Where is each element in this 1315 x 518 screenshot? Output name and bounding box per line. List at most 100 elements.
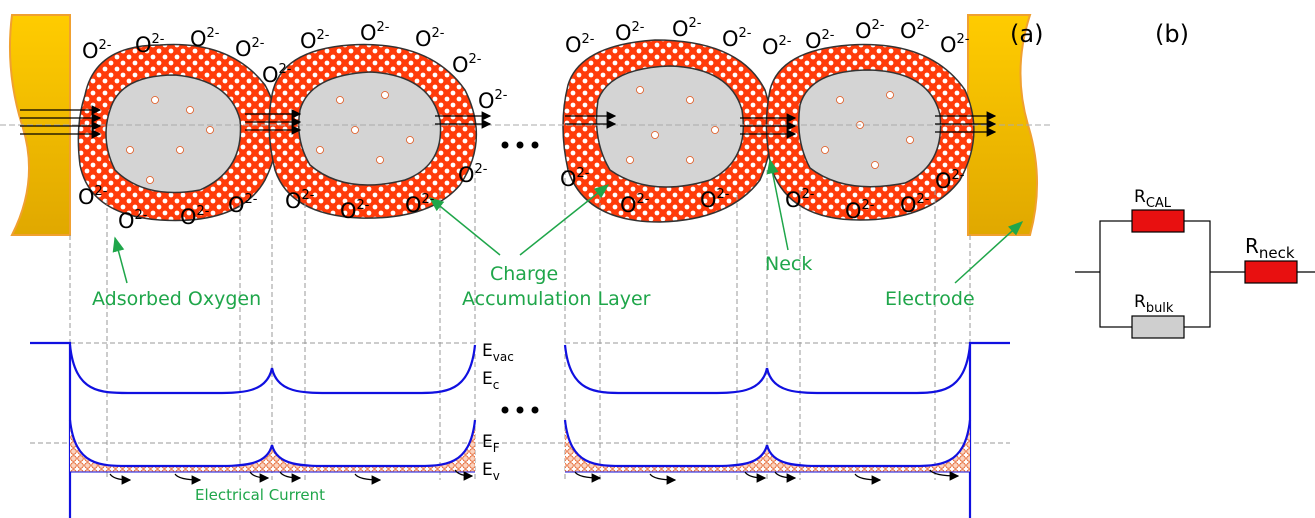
oxygen-ion: O2- bbox=[855, 18, 885, 43]
oxygen-ion: O2- bbox=[900, 192, 930, 217]
oxygen-ion: O2- bbox=[405, 192, 435, 217]
oxygen-ion: O2- bbox=[900, 18, 930, 43]
ion-symbol: O bbox=[900, 19, 917, 43]
annotation: Neck bbox=[765, 253, 812, 275]
ion-charge: 2- bbox=[917, 18, 930, 33]
resistor-label: Rneck bbox=[1245, 234, 1295, 262]
ion-charge: 2- bbox=[779, 34, 792, 49]
carrier bbox=[177, 147, 184, 154]
ion-symbol: O bbox=[478, 89, 495, 113]
oxygen-ion: O2- bbox=[78, 184, 108, 209]
current-arrow bbox=[775, 472, 795, 478]
ion-charge: 2- bbox=[872, 18, 885, 33]
annotation: Charge bbox=[490, 263, 558, 285]
current-arrow bbox=[280, 472, 300, 478]
ion-charge: 2- bbox=[822, 28, 835, 43]
oxygen-ion: O2- bbox=[118, 208, 148, 233]
ion-charge: 2- bbox=[802, 187, 815, 202]
ion-charge: 2- bbox=[917, 192, 930, 207]
annotation: Accumulation Layer bbox=[462, 288, 651, 310]
ion-charge: 2- bbox=[245, 192, 258, 207]
oxygen-ion: O2- bbox=[235, 36, 265, 61]
oxygen-ion: O2- bbox=[285, 188, 315, 213]
ion-charge: 2- bbox=[357, 198, 370, 213]
carrier bbox=[872, 162, 879, 169]
current-arrow bbox=[745, 472, 765, 478]
ion-symbol: O bbox=[560, 167, 577, 191]
carrier bbox=[637, 87, 644, 94]
conduction-band bbox=[767, 345, 970, 393]
ion-charge: 2- bbox=[495, 88, 508, 103]
conduction-band bbox=[565, 345, 767, 393]
ion-symbol: O bbox=[82, 39, 99, 63]
oxygen-ion: O2- bbox=[940, 32, 970, 57]
oxygen-ion: O2- bbox=[190, 26, 220, 51]
carrier bbox=[822, 147, 829, 154]
ion-symbol: O bbox=[180, 205, 197, 229]
carrier bbox=[127, 147, 134, 154]
band-diagram bbox=[30, 343, 1010, 518]
ion-charge: 2- bbox=[252, 36, 265, 51]
oxygen-ion: O2- bbox=[722, 26, 752, 51]
carrier bbox=[837, 97, 844, 104]
oxygen-ion: O2- bbox=[762, 34, 792, 59]
carrier bbox=[907, 137, 914, 144]
carrier bbox=[407, 137, 414, 144]
ion-symbol: O bbox=[190, 27, 207, 51]
carrier bbox=[652, 132, 659, 139]
conduction-band bbox=[70, 345, 272, 393]
current-arrow bbox=[650, 474, 675, 480]
carrier bbox=[627, 157, 634, 164]
carrier bbox=[152, 97, 159, 104]
oxygen-ion: O2- bbox=[672, 16, 702, 41]
circuit bbox=[1075, 210, 1315, 338]
carrier bbox=[187, 107, 194, 114]
ion-symbol: O bbox=[762, 35, 779, 59]
oxygen-ion: O2- bbox=[452, 52, 482, 77]
ion-symbol: O bbox=[620, 193, 637, 217]
oxygen-ion: O2- bbox=[478, 88, 508, 113]
figure: (a) (b) Adsorbed Oxygen Charge Accumulat… bbox=[0, 0, 1315, 518]
ion-symbol: O bbox=[805, 29, 822, 53]
ion-symbol: O bbox=[722, 27, 739, 51]
ion-symbol: O bbox=[940, 33, 957, 57]
carrier bbox=[317, 147, 324, 154]
carrier bbox=[687, 157, 694, 164]
current-arrow bbox=[250, 472, 268, 478]
band-label: EF bbox=[482, 432, 500, 455]
ion-charge: 2- bbox=[135, 208, 148, 223]
ion-symbol: O bbox=[405, 193, 422, 217]
panel-label: (a) bbox=[1010, 20, 1043, 48]
ion-charge: 2- bbox=[302, 188, 315, 203]
ion-symbol: O bbox=[135, 33, 152, 57]
ion-charge: 2- bbox=[95, 184, 108, 199]
carrier bbox=[207, 127, 214, 134]
current-arrow bbox=[575, 472, 600, 478]
carrier bbox=[687, 97, 694, 104]
ion-symbol: O bbox=[845, 199, 862, 223]
oxygen-ion: O2- bbox=[228, 192, 258, 217]
ion-symbol: O bbox=[228, 193, 245, 217]
carrier bbox=[377, 157, 384, 164]
current-arrow bbox=[175, 474, 200, 480]
oxygen-ion: O2- bbox=[565, 32, 595, 57]
ion-charge: 2- bbox=[582, 32, 595, 47]
carrier bbox=[887, 92, 894, 99]
ion-symbol: O bbox=[300, 29, 317, 53]
ion-charge: 2- bbox=[207, 26, 220, 41]
ion-symbol: O bbox=[785, 188, 802, 212]
ion-charge: 2- bbox=[197, 204, 210, 219]
ion-symbol: O bbox=[900, 193, 917, 217]
ion-symbol: O bbox=[262, 63, 279, 87]
ion-charge: 2- bbox=[475, 162, 488, 177]
oxygen-ion: O2- bbox=[340, 198, 370, 223]
ion-charge: 2- bbox=[377, 20, 390, 35]
ion-charge: 2- bbox=[432, 26, 445, 41]
oxygen-ion: O2- bbox=[458, 162, 488, 187]
ion-charge: 2- bbox=[632, 20, 645, 35]
ion-symbol: O bbox=[458, 163, 475, 187]
band-label: Ev bbox=[482, 460, 500, 483]
ion-symbol: O bbox=[855, 19, 872, 43]
conduction-band bbox=[272, 345, 475, 393]
oxygen-ion: O2- bbox=[360, 20, 390, 45]
